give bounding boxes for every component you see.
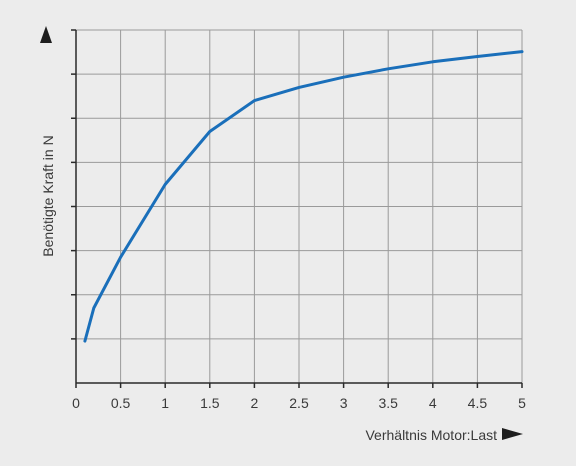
y-axis-arrow-icon: [40, 26, 52, 43]
x-tick-label: 4.5: [468, 395, 488, 411]
x-tick-label: 4: [429, 395, 437, 411]
x-tick-label: 0: [72, 395, 80, 411]
series-line: [83, 50, 524, 343]
x-tick-label: 2.5: [289, 395, 309, 411]
y-axis-label: Benötigte Kraft in N: [40, 135, 56, 256]
grid-lines: [71, 29, 523, 383]
x-tick-label: 3: [340, 395, 348, 411]
x-tick-label: 0.5: [111, 395, 131, 411]
x-tick-label: 1.5: [200, 395, 220, 411]
x-tick-label: 1: [161, 395, 169, 411]
x-tick-labels: 0 0.5 1 1.5 2 2.5 3 3.5 4 4.5 5: [72, 383, 526, 411]
x-tick-label: 2: [251, 395, 259, 411]
x-tick-label: 5: [518, 395, 526, 411]
x-axis-label: Verhältnis Motor:Last: [365, 427, 497, 443]
x-axis-arrow-icon: [502, 428, 523, 440]
x-tick-label: 3.5: [378, 395, 398, 411]
